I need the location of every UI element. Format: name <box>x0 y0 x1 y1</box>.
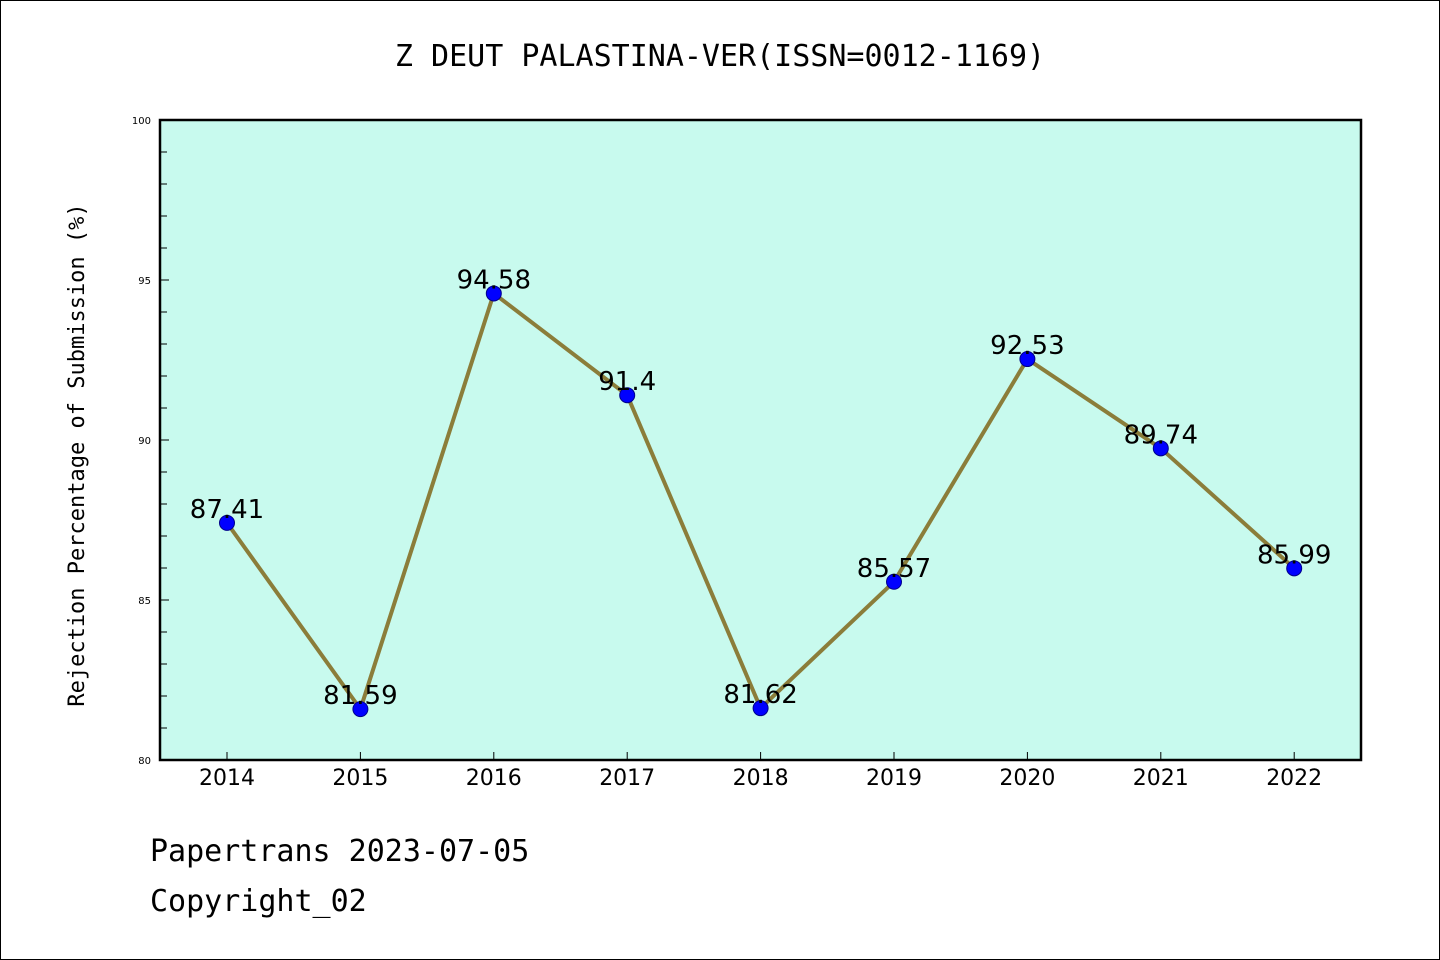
data-point <box>1152 440 1169 457</box>
x-tick-label: 2018 <box>733 766 789 791</box>
x-axis: 2014 2015 2016 2017 2018 2019 2020 2021 2022 <box>199 752 1322 791</box>
y-tick-label: 95 <box>138 276 151 287</box>
data-point <box>619 387 636 404</box>
data-label: 92.53 <box>990 331 1064 361</box>
data-label: 85.99 <box>1257 540 1331 570</box>
y-tick-label: 100 <box>132 116 151 127</box>
x-tick-label: 2016 <box>466 766 522 791</box>
data-point <box>1286 560 1303 577</box>
x-tick-label: 2015 <box>332 766 388 791</box>
x-tick-label: 2021 <box>1133 766 1189 791</box>
data-point <box>752 700 769 717</box>
y-tick-label: 90 <box>138 436 151 447</box>
data-point <box>485 285 502 302</box>
x-tick-label: 2019 <box>866 766 922 791</box>
data-label: 87.41 <box>190 495 264 525</box>
footer-copyright: Copyright_02 <box>150 884 367 919</box>
x-tick-label: 2014 <box>199 766 255 791</box>
data-point <box>352 701 369 718</box>
data-label: 91.4 <box>598 367 656 397</box>
x-tick-label: 2017 <box>599 766 655 791</box>
y-tick-label: 80 <box>138 756 151 767</box>
data-label: 85.57 <box>857 554 931 584</box>
footer-date: Papertrans 2023-07-05 <box>150 834 530 869</box>
data-point <box>1019 351 1036 368</box>
data-point <box>886 573 902 590</box>
data-point <box>219 514 235 531</box>
y-tick-label: 85 <box>138 596 151 607</box>
series-markers <box>219 285 1303 718</box>
chart-title: Z DEUT PALASTINA-VER(ISSN=0012-1169) <box>395 39 1045 74</box>
plot-area <box>158 118 1363 762</box>
data-labels: 87.41 81.59 94.58 91.4 81.62 85.57 92.53 89.74 8… <box>190 265 1332 711</box>
x-tick-label: 2020 <box>999 766 1055 791</box>
data-label: 94.58 <box>457 265 531 295</box>
y-axis: 80 85 90 95 100 <box>132 116 169 767</box>
data-label: 89.74 <box>1124 420 1198 450</box>
data-label: 81.62 <box>723 680 797 710</box>
data-label: 81.59 <box>323 681 397 711</box>
y-axis-label: Rejection Percentage of Submission (%) <box>65 203 90 706</box>
x-tick-label: 2022 <box>1266 766 1322 791</box>
